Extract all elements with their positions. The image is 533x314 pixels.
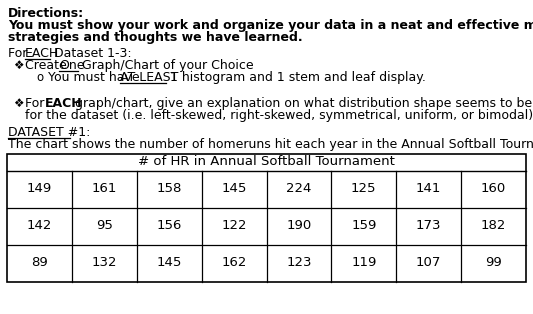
Text: 142: 142	[27, 219, 52, 232]
Text: 182: 182	[481, 219, 506, 232]
Text: You must show your work and organize your data in a neat and effective manner us: You must show your work and organize you…	[8, 19, 533, 32]
Text: 145: 145	[221, 182, 247, 195]
Text: Create: Create	[25, 59, 71, 72]
Text: 99: 99	[485, 256, 502, 269]
Text: o: o	[36, 71, 43, 84]
Text: The chart shows the number of homeruns hit each year in the Annual Softball Tour: The chart shows the number of homeruns h…	[8, 138, 533, 151]
Bar	[7, 154, 526, 282]
Text: 125: 125	[351, 182, 376, 195]
Text: # of HR in Annual Softball Tournament: # of HR in Annual Softball Tournament	[138, 155, 395, 168]
Text: 158: 158	[157, 182, 182, 195]
Text: 132: 132	[92, 256, 117, 269]
Text: strategies and thoughts we have learned.: strategies and thoughts we have learned.	[8, 31, 303, 44]
Text: You must have: You must have	[48, 71, 143, 84]
Text: 141: 141	[416, 182, 441, 195]
Text: 190: 190	[286, 219, 312, 232]
Text: AT LEAST: AT LEAST	[120, 71, 179, 84]
Text: 122: 122	[221, 219, 247, 232]
Text: graph/chart, give an explanation on what distribution shape seems to be present: graph/chart, give an explanation on what…	[71, 97, 533, 110]
Text: EACH: EACH	[25, 47, 59, 60]
Text: 160: 160	[481, 182, 506, 195]
Text: 161: 161	[92, 182, 117, 195]
Text: EACH: EACH	[45, 97, 83, 110]
Text: 159: 159	[351, 219, 376, 232]
Text: DATASET #1:: DATASET #1:	[8, 126, 91, 139]
Text: Dataset 1-3:: Dataset 1-3:	[50, 47, 132, 60]
Text: 224: 224	[286, 182, 312, 195]
Text: for the dataset (i.e. left-skewed, right-skewed, symmetrical, uniform, or bimoda: for the dataset (i.e. left-skewed, right…	[25, 109, 533, 122]
Text: For: For	[25, 97, 49, 110]
Text: 162: 162	[221, 256, 247, 269]
Text: Directions:: Directions:	[8, 7, 84, 20]
Text: One: One	[59, 59, 85, 72]
Text: 123: 123	[286, 256, 312, 269]
Text: 119: 119	[351, 256, 376, 269]
Text: ❖: ❖	[13, 59, 23, 72]
Text: Graph/Chart of your Choice: Graph/Chart of your Choice	[78, 59, 254, 72]
Text: 1 histogram and 1 stem and leaf display.: 1 histogram and 1 stem and leaf display.	[166, 71, 426, 84]
Text: 89: 89	[31, 256, 48, 269]
Text: ❖: ❖	[13, 97, 23, 110]
Text: 95: 95	[96, 219, 113, 232]
Text: For: For	[8, 47, 31, 60]
Text: 156: 156	[157, 219, 182, 232]
Text: 107: 107	[416, 256, 441, 269]
Text: 149: 149	[27, 182, 52, 195]
Text: 145: 145	[157, 256, 182, 269]
Text: 173: 173	[416, 219, 441, 232]
